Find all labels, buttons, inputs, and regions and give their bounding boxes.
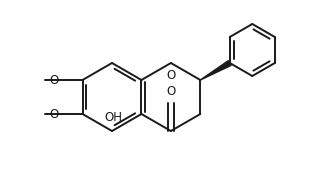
Text: O: O [49, 107, 59, 120]
Text: O: O [166, 85, 175, 98]
Text: O: O [49, 74, 59, 87]
Text: OH: OH [104, 111, 122, 124]
Polygon shape [200, 61, 231, 80]
Text: O: O [166, 69, 175, 82]
